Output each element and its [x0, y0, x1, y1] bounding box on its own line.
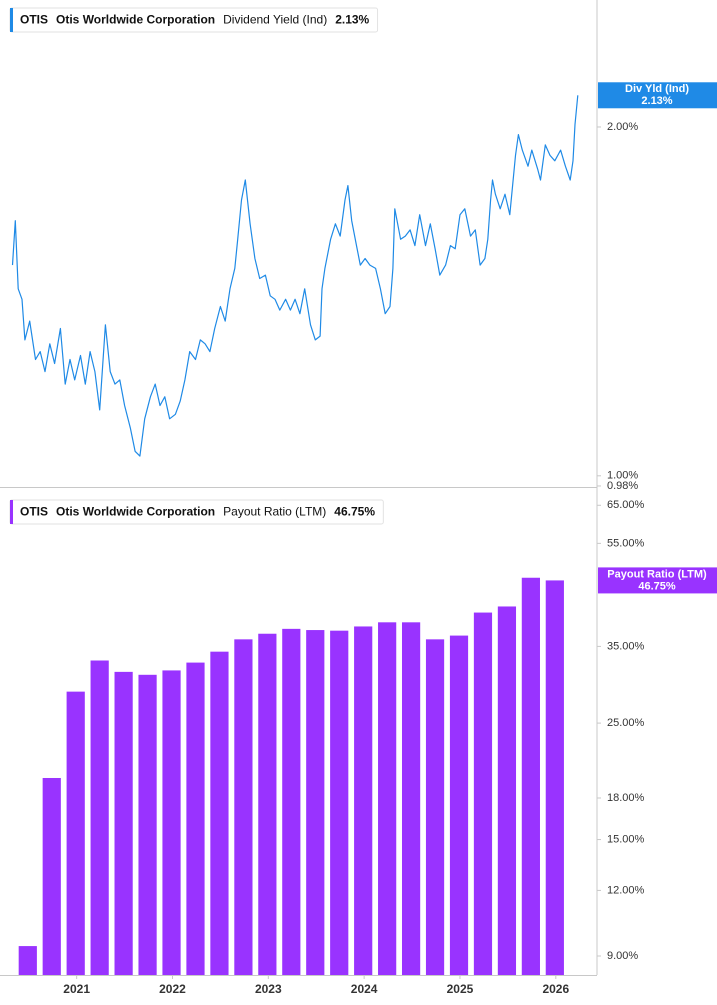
- value-tag-value: 2.13%: [641, 95, 672, 107]
- y-tick-label: 15.00%: [607, 833, 645, 845]
- y-tick-label: 0.98%: [607, 480, 638, 492]
- y-tick-label: 1.00%: [607, 470, 638, 482]
- company: Otis Worldwide Corporation: [56, 505, 215, 519]
- company: Otis Worldwide Corporation: [56, 13, 215, 27]
- bar: [210, 651, 229, 975]
- bar: [162, 670, 181, 975]
- y-tick-label: 9.00%: [607, 950, 638, 962]
- bar: [18, 946, 37, 975]
- y-tick-label: 12.00%: [607, 884, 645, 896]
- bar: [378, 622, 397, 975]
- value-tag-title: Div Yld (Ind): [625, 83, 689, 95]
- value-tag: [598, 567, 717, 594]
- x-tick-label: 2025: [447, 982, 474, 996]
- bar: [234, 639, 253, 975]
- y-tick-label: 35.00%: [607, 640, 645, 652]
- bar: [330, 630, 349, 975]
- header-color-strip: [10, 8, 13, 32]
- bar: [282, 628, 301, 975]
- value-tag-value: 46.75%: [638, 580, 676, 592]
- series-header: OTIS Otis Worldwide Corporation Payout Rat…: [9, 499, 384, 525]
- y-tick-label: 55.00%: [607, 537, 645, 549]
- current-value: 2.13%: [335, 13, 369, 27]
- value-tag-title: Payout Ratio (LTM): [607, 568, 707, 580]
- ticker: OTIS: [20, 505, 48, 519]
- bar: [66, 691, 85, 975]
- bar: [449, 635, 469, 975]
- bar: [401, 622, 421, 975]
- bar: [306, 630, 325, 975]
- bar: [545, 580, 564, 975]
- bar: [114, 671, 133, 975]
- bar: [497, 606, 517, 975]
- x-tick-label: 2022: [159, 982, 186, 996]
- current-value: 46.75%: [334, 505, 375, 519]
- header-color-strip: [10, 500, 13, 524]
- line-series: [11, 95, 579, 457]
- bar: [138, 674, 157, 975]
- x-tick-label: 2023: [255, 982, 282, 996]
- metric: Dividend Yield (Ind): [223, 13, 327, 27]
- ticker: OTIS: [20, 13, 48, 27]
- bar: [425, 639, 445, 975]
- y-tick-label: 2.00%: [607, 121, 638, 133]
- y-tick-label: 18.00%: [607, 792, 645, 804]
- bar: [90, 660, 109, 975]
- y-tick-label: 65.00%: [607, 499, 645, 511]
- bar: [473, 612, 493, 975]
- x-tick-label: 2024: [351, 982, 378, 996]
- header-text: OTIS Otis Worldwide Corporation Payout Rat…: [20, 505, 375, 519]
- bar: [258, 633, 277, 975]
- bar: [186, 662, 205, 975]
- bar: [521, 577, 540, 975]
- value-tag: [598, 82, 717, 109]
- header-text: OTIS Otis Worldwide Corporation Dividend Y…: [20, 13, 370, 27]
- bar: [42, 777, 61, 975]
- series-header: OTIS Otis Worldwide Corporation Dividend Y…: [9, 7, 379, 33]
- metric: Payout Ratio (LTM): [223, 505, 326, 519]
- x-tick-label: 2021: [63, 982, 90, 996]
- y-tick-label: 25.00%: [607, 717, 645, 729]
- bar: [354, 626, 373, 975]
- x-tick-label: 2026: [542, 982, 569, 996]
